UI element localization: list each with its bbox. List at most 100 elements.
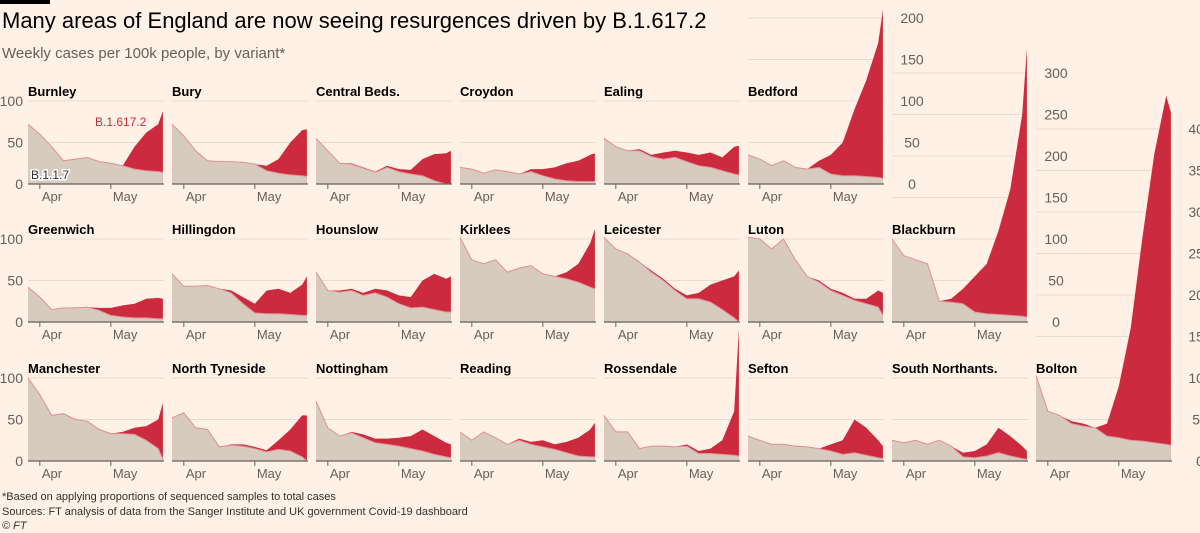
y-tick-label: 200 — [1188, 287, 1200, 303]
x-tick-label: May — [977, 327, 1002, 342]
area-b117 — [316, 401, 451, 461]
panel-title: Bolton — [1036, 361, 1077, 376]
area-b117 — [748, 237, 883, 322]
x-tick-label: May — [689, 327, 714, 342]
area-b16172 — [892, 48, 1027, 322]
panel-title: Sefton — [748, 361, 789, 376]
label-b16172: B.1.617.2 — [95, 115, 147, 129]
chart-title: Many areas of England are now seeing res… — [2, 8, 707, 33]
area-b117 — [892, 239, 1027, 322]
panel-south-northants: Apr May South Northants. — [891, 361, 1028, 481]
copyright: © FT — [2, 520, 27, 532]
x-tick-label: Apr — [906, 466, 927, 481]
y-tick-label: 50 — [7, 273, 23, 289]
area-b117 — [316, 138, 451, 184]
panel-title: Manchester — [28, 361, 100, 376]
area-b16172 — [748, 9, 883, 185]
y-tick-label: 100 — [900, 93, 924, 109]
line-b117-edge — [1035, 375, 1171, 446]
x-tick-label: May — [401, 327, 426, 342]
x-tick-label: May — [257, 189, 282, 204]
line-b117-edge — [171, 412, 308, 462]
panel-kirklees: Apr May Kirklees — [459, 222, 596, 342]
y-tick-label: 0 — [15, 176, 23, 192]
x-tick-label: May — [833, 466, 858, 481]
panel-title: South Northants. — [892, 361, 997, 376]
panel-manchester: 0 50 100 Apr May Manchester — [0, 361, 164, 481]
chart-subtitle: Weekly cases per 100k people, by variant… — [2, 45, 286, 62]
area-b117 — [1036, 375, 1171, 461]
y-tick-label: 150 — [1044, 190, 1068, 206]
panel-luton: Apr May Luton — [747, 222, 884, 342]
y-tick-label: 50 — [904, 135, 920, 151]
line-b117-edge — [891, 238, 1027, 318]
x-tick-label: Apr — [762, 189, 783, 204]
x-tick-label: May — [401, 189, 426, 204]
panel-hounslow: Apr May Hounslow — [315, 222, 452, 342]
y-tick-label: 200 — [1044, 148, 1068, 164]
panel-title: Bedford — [748, 84, 798, 99]
x-tick-label: Apr — [186, 466, 207, 481]
x-tick-label: Apr — [762, 466, 783, 481]
area-b117 — [28, 378, 163, 461]
sources: Sources: FT analysis of data from the Sa… — [2, 506, 468, 518]
x-tick-label: May — [689, 466, 714, 481]
panel-title: Reading — [460, 361, 511, 376]
x-tick-label: Apr — [474, 327, 495, 342]
x-tick-label: Apr — [42, 327, 63, 342]
line-b117-edge — [315, 400, 451, 459]
x-tick-label: Apr — [330, 466, 351, 481]
y-tick-label: 100 — [0, 93, 23, 109]
line-b117-edge — [891, 439, 1027, 460]
x-tick-label: Apr — [762, 327, 783, 342]
brand-bar — [0, 0, 50, 4]
area-b117 — [604, 138, 739, 184]
line-b117-edge — [27, 377, 164, 460]
line-b117-edge — [603, 415, 739, 457]
y-tick-label: 0 — [908, 176, 916, 192]
area-b117 — [604, 415, 739, 461]
area-b117 — [172, 124, 307, 184]
y-tick-label: 100 — [1188, 370, 1200, 386]
y-tick-label: 150 — [900, 52, 924, 68]
panel-title: North Tyneside — [172, 361, 266, 376]
y-tick-label: 0 — [1052, 314, 1060, 330]
x-tick-label: Apr — [1050, 466, 1071, 481]
area-b117 — [172, 412, 307, 461]
area-b117 — [28, 124, 163, 184]
area-b117 — [460, 431, 595, 461]
panel-title: Ealing — [604, 84, 643, 99]
x-tick-label: May — [257, 327, 282, 342]
y-tick-label: 400 — [1188, 121, 1200, 137]
y-tick-label: 300 — [1188, 204, 1200, 220]
panel-north-tyneside: Apr May North Tyneside — [171, 361, 308, 481]
panel-bedford: 0 50 100 150 200 Apr May Bedford — [747, 9, 924, 204]
panel-title: Bury — [172, 84, 202, 99]
y-tick-label: 0 — [15, 314, 23, 330]
x-tick-label: May — [833, 189, 858, 204]
area-b117 — [28, 287, 163, 322]
panel-title: Hillingdon — [172, 222, 236, 237]
panel-burnley: 0 50 100 Apr May Burnley B.1.617.2 B.1.1.7 — [0, 84, 164, 204]
panel-nottingham: Apr May Nottingham — [315, 361, 452, 481]
panel-title: Nottingham — [316, 361, 388, 376]
line-b117-edge — [459, 237, 596, 290]
panel-greenwich: 0 50 100 Apr May Greenwich — [0, 222, 164, 342]
y-tick-label: 250 — [1044, 107, 1068, 123]
x-tick-label: May — [1121, 466, 1146, 481]
panel-rossendale: Apr May Rossendale — [603, 328, 740, 481]
panel-title: Central Beds. — [316, 84, 400, 99]
panel-reading: Apr May Reading — [459, 361, 596, 481]
x-tick-label: Apr — [186, 189, 207, 204]
x-tick-label: May — [113, 466, 138, 481]
line-b117-edge — [27, 286, 163, 320]
y-tick-label: 50 — [7, 135, 23, 151]
panel-central-beds: Apr May Central Beds. — [315, 84, 452, 204]
x-tick-label: May — [401, 466, 426, 481]
panel-title: Kirklees — [460, 222, 511, 237]
line-b117-edge — [171, 273, 307, 316]
panel-title: Greenwich — [28, 222, 95, 237]
line-b117-edge — [171, 123, 307, 177]
x-tick-label: May — [545, 189, 570, 204]
